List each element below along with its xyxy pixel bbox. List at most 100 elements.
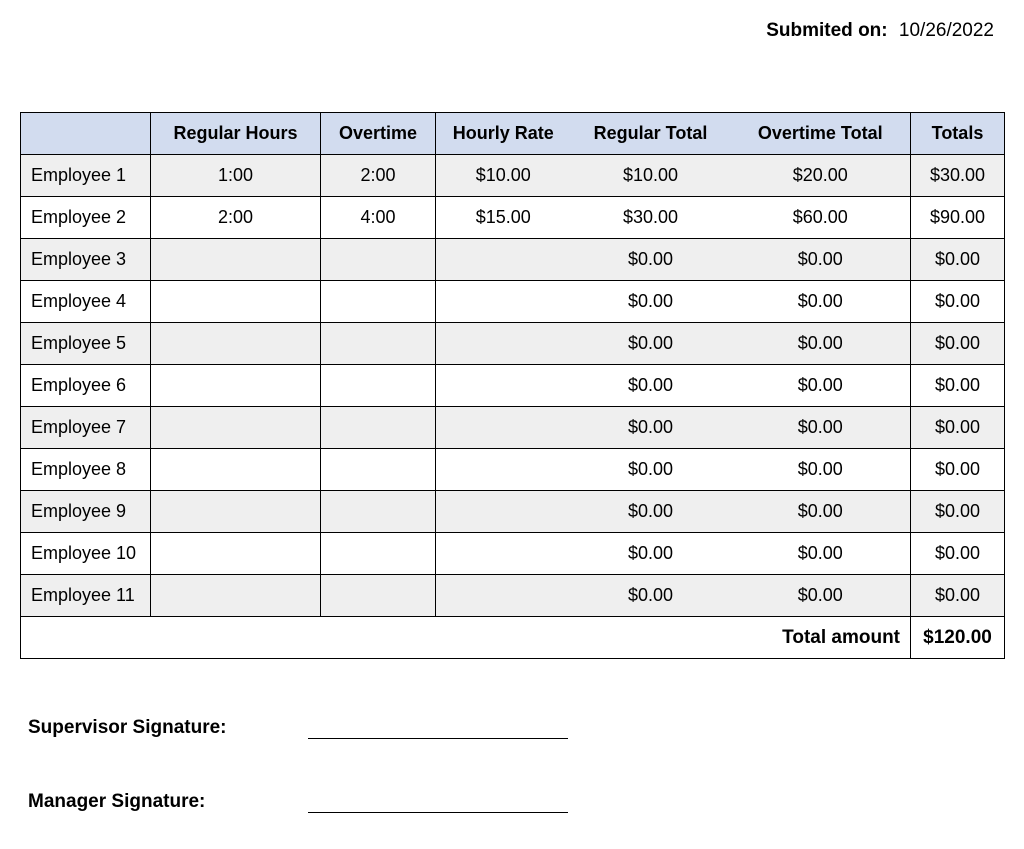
cell-overtime-total: $0.00 [731, 281, 911, 323]
supervisor-signature-row: Supervisor Signature: [28, 717, 1004, 739]
header-overtime-total: Overtime Total [731, 113, 911, 155]
supervisor-signature-line [308, 717, 568, 739]
cell-regular-hours [151, 281, 321, 323]
submitted-on-date: 10/26/2022 [899, 20, 994, 41]
row-name: Employee 8 [21, 449, 151, 491]
row-name: Employee 11 [21, 575, 151, 617]
header-overtime: Overtime [321, 113, 436, 155]
row-name: Employee 3 [21, 239, 151, 281]
cell-total: $90.00 [911, 197, 1005, 239]
cell-overtime-total: $0.00 [731, 533, 911, 575]
cell-overtime: 4:00 [321, 197, 436, 239]
table-row: Employee 22:004:00$15.00$30.00$60.00$90.… [21, 197, 1005, 239]
cell-overtime-total: $0.00 [731, 365, 911, 407]
cell-overtime [321, 365, 436, 407]
table-row: Employee 7$0.00$0.00$0.00 [21, 407, 1005, 449]
cell-regular-total: $30.00 [571, 197, 731, 239]
header-totals: Totals [911, 113, 1005, 155]
table-row: Employee 6$0.00$0.00$0.00 [21, 365, 1005, 407]
cell-regular-hours [151, 449, 321, 491]
cell-overtime-total: $0.00 [731, 449, 911, 491]
cell-overtime [321, 491, 436, 533]
cell-hourly-rate [436, 323, 571, 365]
cell-regular-total: $0.00 [571, 491, 731, 533]
cell-regular-total: $0.00 [571, 533, 731, 575]
cell-regular-total: $0.00 [571, 365, 731, 407]
cell-regular-total: $0.00 [571, 575, 731, 617]
cell-regular-hours [151, 239, 321, 281]
table-row: Employee 11$0.00$0.00$0.00 [21, 575, 1005, 617]
cell-hourly-rate [436, 449, 571, 491]
cell-hourly-rate [436, 533, 571, 575]
cell-overtime [321, 533, 436, 575]
cell-overtime-total: $0.00 [731, 575, 911, 617]
table-row: Employee 4$0.00$0.00$0.00 [21, 281, 1005, 323]
cell-regular-total: $0.00 [571, 407, 731, 449]
cell-regular-hours [151, 533, 321, 575]
cell-total: $0.00 [911, 449, 1005, 491]
table-row: Employee 11:002:00$10.00$10.00$20.00$30.… [21, 155, 1005, 197]
cell-hourly-rate [436, 575, 571, 617]
header-row: Regular Hours Overtime Hourly Rate Regul… [21, 113, 1005, 155]
table-row: Employee 3$0.00$0.00$0.00 [21, 239, 1005, 281]
signature-block: Supervisor Signature: Manager Signature: [20, 717, 1004, 813]
row-name: Employee 1 [21, 155, 151, 197]
cell-overtime-total: $0.00 [731, 407, 911, 449]
row-name: Employee 9 [21, 491, 151, 533]
supervisor-signature-label: Supervisor Signature: [28, 717, 308, 739]
cell-total: $0.00 [911, 533, 1005, 575]
cell-regular-total: $0.00 [571, 239, 731, 281]
cell-regular-hours: 2:00 [151, 197, 321, 239]
row-name: Employee 7 [21, 407, 151, 449]
total-amount-label: Total amount [21, 617, 911, 659]
cell-regular-hours [151, 575, 321, 617]
cell-total: $0.00 [911, 575, 1005, 617]
cell-regular-hours [151, 491, 321, 533]
cell-total: $0.00 [911, 281, 1005, 323]
row-name: Employee 4 [21, 281, 151, 323]
cell-total: $30.00 [911, 155, 1005, 197]
cell-overtime [321, 323, 436, 365]
cell-overtime-total: $0.00 [731, 491, 911, 533]
cell-hourly-rate [436, 239, 571, 281]
row-name: Employee 2 [21, 197, 151, 239]
header-regular-total: Regular Total [571, 113, 731, 155]
submitted-on-label: Submited on: [766, 20, 887, 41]
row-name: Employee 6 [21, 365, 151, 407]
table-row: Employee 10$0.00$0.00$0.00 [21, 533, 1005, 575]
cell-regular-hours [151, 323, 321, 365]
cell-overtime [321, 449, 436, 491]
cell-total: $0.00 [911, 239, 1005, 281]
cell-hourly-rate [436, 491, 571, 533]
cell-hourly-rate: $15.00 [436, 197, 571, 239]
cell-hourly-rate [436, 407, 571, 449]
header-regular-hours: Regular Hours [151, 113, 321, 155]
header-hourly-rate: Hourly Rate [436, 113, 571, 155]
cell-hourly-rate: $10.00 [436, 155, 571, 197]
cell-regular-total: $10.00 [571, 155, 731, 197]
table-row: Employee 9$0.00$0.00$0.00 [21, 491, 1005, 533]
row-name: Employee 10 [21, 533, 151, 575]
total-amount-value: $120.00 [911, 617, 1005, 659]
row-name: Employee 5 [21, 323, 151, 365]
cell-overtime [321, 281, 436, 323]
table-row: Employee 8$0.00$0.00$0.00 [21, 449, 1005, 491]
cell-regular-total: $0.00 [571, 449, 731, 491]
cell-regular-hours [151, 407, 321, 449]
cell-regular-hours: 1:00 [151, 155, 321, 197]
submitted-on: Submited on: 10/26/2022 [20, 20, 1004, 42]
cell-overtime [321, 575, 436, 617]
timesheet-table: Regular Hours Overtime Hourly Rate Regul… [20, 112, 1005, 659]
cell-total: $0.00 [911, 365, 1005, 407]
cell-overtime-total: $20.00 [731, 155, 911, 197]
total-row: Total amount$120.00 [21, 617, 1005, 659]
cell-total: $0.00 [911, 491, 1005, 533]
cell-overtime-total: $0.00 [731, 239, 911, 281]
cell-regular-total: $0.00 [571, 323, 731, 365]
cell-overtime [321, 407, 436, 449]
cell-hourly-rate [436, 281, 571, 323]
table-row: Employee 5$0.00$0.00$0.00 [21, 323, 1005, 365]
manager-signature-row: Manager Signature: [28, 791, 1004, 813]
manager-signature-label: Manager Signature: [28, 791, 308, 813]
cell-overtime-total: $60.00 [731, 197, 911, 239]
